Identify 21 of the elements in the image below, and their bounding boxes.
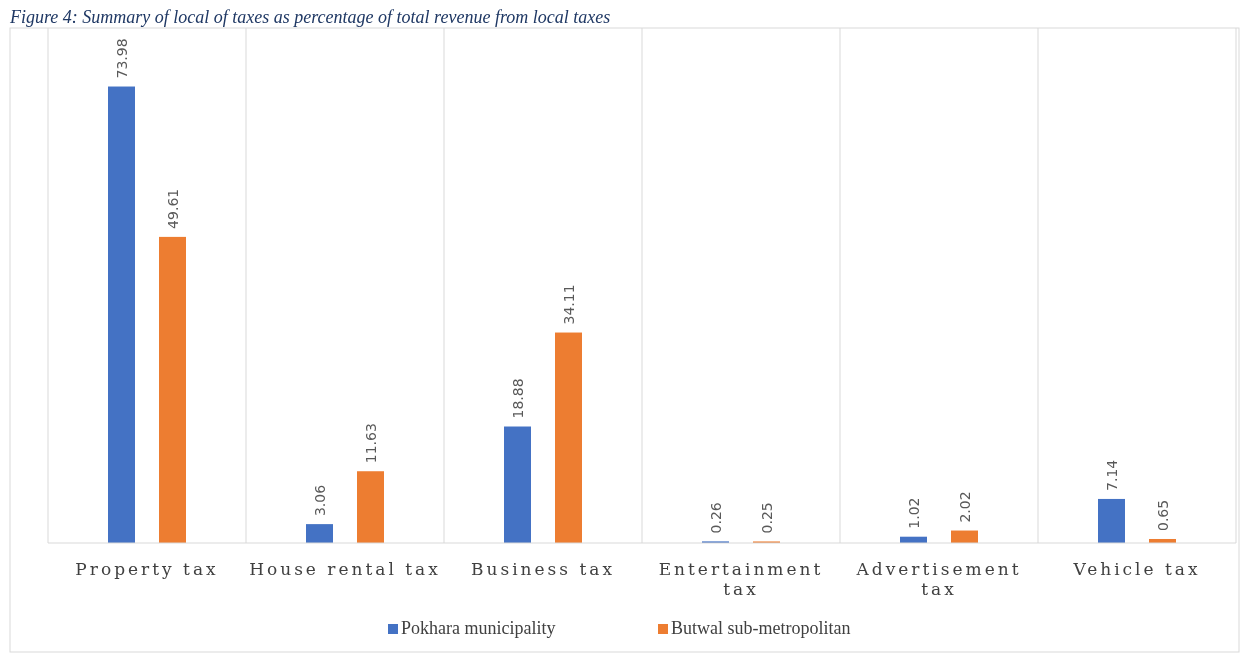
data-label: 7.14 xyxy=(1103,459,1120,491)
data-label: 34.11 xyxy=(560,284,577,325)
data-label: 2.02 xyxy=(956,491,973,523)
data-label: 18.88 xyxy=(509,378,526,419)
x-tick-label: Entertainment tax xyxy=(658,559,824,599)
data-label: 0.65 xyxy=(1154,499,1171,531)
legend-label: Butwal sub-metropolitan xyxy=(671,618,851,638)
data-label: 3.06 xyxy=(311,484,328,517)
x-tick-label: Vehicle tax xyxy=(1072,559,1201,579)
x-tick-label: House rental tax xyxy=(249,559,441,579)
data-label: 49.61 xyxy=(164,188,181,229)
data-label: 73.98 xyxy=(113,38,130,79)
data-label: 0.26 xyxy=(707,502,724,534)
legend-label: Pokhara municipality xyxy=(401,618,556,638)
x-tick-label: Property tax xyxy=(75,559,219,579)
data-label: 0.25 xyxy=(758,502,775,534)
x-tick-label: Advertisement tax xyxy=(855,559,1022,599)
data-label: 1.02 xyxy=(905,497,922,529)
x-tick-label: Business tax xyxy=(470,559,616,579)
data-label: 11.63 xyxy=(362,423,379,464)
chart-title: Figure 4: Summary of local of taxes as percentage of total revenue from local taxes xyxy=(9,7,611,27)
